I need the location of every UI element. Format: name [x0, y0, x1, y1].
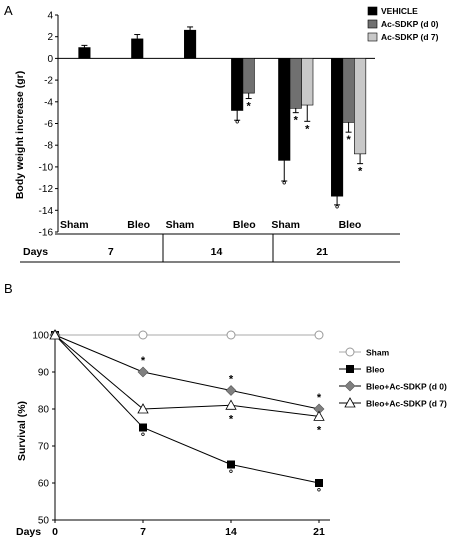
- chart-a-y-tick-label: -6: [44, 119, 53, 130]
- chart-b-point: [138, 330, 148, 340]
- chart-a-y-tick-label: -2: [44, 76, 53, 87]
- chart-b-y-axis-title: Survival (%): [16, 401, 28, 461]
- chart-a-bar: [184, 29, 197, 59]
- chart-a-bar: [78, 47, 91, 59]
- chart-b-significance-mark: *: [317, 424, 322, 436]
- chart-a-subgroup-label: Bleo: [339, 219, 362, 231]
- chart-a-legend-swatch: [367, 6, 378, 16]
- chart-b-point: [344, 397, 356, 408]
- chart-a-significance-mark: *: [305, 123, 310, 135]
- chart-a-y-tick-label: -4: [44, 97, 53, 108]
- chart-b-y-tick-label: 100: [32, 331, 49, 342]
- chart-b-legend-label: Bleo+Ac-SDKP (d 7): [366, 399, 447, 409]
- chart-b-y-tick-label: 80: [38, 405, 50, 416]
- chart-b-x-axis-title: Days: [16, 526, 41, 538]
- chart-a-significance-mark: *: [346, 134, 351, 146]
- chart-b-x-tick-label: 14: [225, 526, 237, 538]
- chart-b-x-tick-label: 7: [140, 526, 146, 538]
- chart-a-bar: [131, 38, 144, 59]
- chart-a-subgroup-label: Sham: [166, 219, 195, 231]
- chart-b-series-line: [54, 334, 320, 417]
- chart-b-point: [313, 410, 325, 421]
- chart-b-point: [314, 330, 324, 340]
- chart-a-y-tick-label: -16: [39, 228, 54, 239]
- chart-a-legend-swatch: [367, 19, 378, 29]
- chart-b-significance-mark: *: [317, 392, 322, 404]
- chart-b-point: [315, 479, 323, 487]
- chart-b-legend-label: Bleo+Ac-SDKP (d 0): [366, 382, 447, 392]
- chart-a-bar: [289, 58, 302, 109]
- chart-a-significance-mark: °: [282, 180, 286, 192]
- chart-b-point: [345, 347, 355, 357]
- chart-a-day-label: 7: [108, 246, 114, 258]
- chart-b-point: [137, 366, 149, 378]
- chart-b-point: [225, 399, 237, 410]
- chart-a-bar: [278, 58, 291, 161]
- chart-a-day-label: 21: [316, 246, 328, 258]
- chart-b: Survival (%) Days 100 90 80 70 60 500 7 14 21 * * *…: [16, 329, 447, 538]
- chart-b-legend-label: Bleo: [366, 365, 384, 375]
- chart-b-significance-mark: °: [229, 469, 233, 481]
- chart-b-point: [226, 330, 236, 340]
- chart-a-significance-mark: °: [335, 204, 339, 216]
- chart-b-y-tick-label: 70: [38, 442, 50, 453]
- chart-a-significance-mark: *: [247, 101, 252, 113]
- chart-b-x-tick-label: 21: [313, 526, 325, 538]
- chart-a-significance-mark: *: [294, 115, 299, 127]
- chart-b-point: [137, 403, 149, 414]
- chart-b-significance-mark: *: [141, 355, 146, 367]
- chart-a-y-tick-label: 4: [47, 11, 53, 22]
- chart-a-y-axis-title: Body weight increase (gr): [14, 71, 26, 199]
- chart-b-x-tick-label: 0: [52, 526, 58, 538]
- chart-a-significance-mark: *: [358, 166, 363, 178]
- chart-a: Body weight increase (gr) Days 4 2 0 -2 -4 -6…: [14, 6, 439, 263]
- chart-a-bar: [342, 58, 355, 123]
- chart-a-legend-label: VEHICLE: [381, 6, 418, 16]
- chart-a-y-tick-label: 0: [47, 54, 53, 65]
- chart-b-point: [344, 380, 356, 392]
- chart-b-legend-label: Sham: [366, 348, 390, 358]
- chart-b-series-line: [54, 334, 320, 484]
- chart-b-y-tick-label: 90: [38, 368, 50, 379]
- chart-a-bar: [331, 58, 344, 197]
- chart-b-y-tick-label: 50: [38, 516, 50, 527]
- chart-a-subgroup-label: Sham: [271, 219, 300, 231]
- chart-a-bar: [231, 58, 244, 111]
- panel-a-label: A: [4, 3, 13, 18]
- chart-b-significance-mark: °: [317, 487, 321, 499]
- chart-b-point: [49, 329, 61, 340]
- chart-a-y-tick-label: 2: [47, 32, 53, 43]
- chart-b-point: [139, 423, 147, 432]
- chart-b-point: [346, 365, 354, 373]
- chart-a-subgroup-label: Sham: [60, 219, 89, 231]
- chart-a-y-tick-label: -10: [39, 162, 54, 173]
- chart-b-point: [225, 385, 237, 396]
- chart-a-y-tick-label: -12: [39, 184, 54, 195]
- chart-a-y-tick-label: -14: [39, 206, 54, 217]
- chart-a-y-tick-label: -8: [44, 141, 53, 152]
- panel-b-label: B: [4, 281, 13, 296]
- chart-a-legend-swatch: [367, 32, 378, 42]
- chart-a-day-label: 14: [211, 246, 223, 258]
- chart-a-legend-label: Ac-SDKP (d 7): [381, 32, 439, 42]
- chart-b-y-tick-label: 60: [38, 479, 50, 490]
- chart-a-subgroup-label: Bleo: [127, 219, 150, 231]
- chart-a-bar: [301, 58, 314, 106]
- chart-a-days-label: Days: [23, 246, 48, 258]
- chart-b-significance-mark: *: [229, 413, 234, 425]
- chart-a-bar: [354, 58, 367, 155]
- chart-b-series-line: [54, 334, 320, 410]
- chart-a-significance-mark: °: [235, 119, 239, 131]
- chart-a-subgroup-label: Bleo: [233, 219, 256, 231]
- chart-b-significance-mark: °: [141, 432, 145, 444]
- chart-a-bar: [242, 58, 255, 94]
- chart-b-significance-mark: *: [229, 374, 234, 386]
- chart-a-legend-label: Ac-SDKP (d 0): [381, 19, 439, 29]
- chart-b-point: [227, 460, 235, 469]
